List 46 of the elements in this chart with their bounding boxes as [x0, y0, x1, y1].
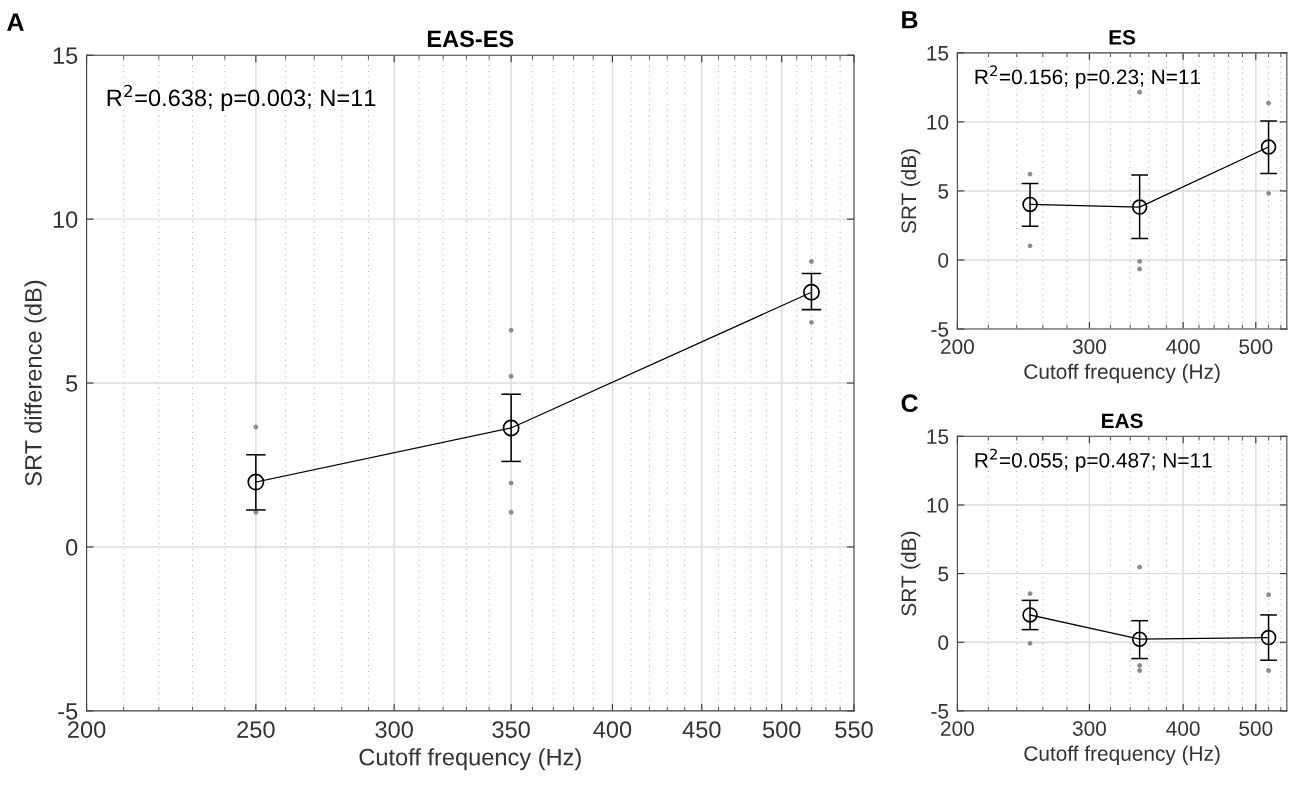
chart-title: EAS-ES — [427, 30, 514, 48]
chart-title: EAS — [1102, 413, 1143, 429]
x-tick-label: 300 — [1072, 339, 1106, 355]
x-tick-label: 400 — [1166, 339, 1200, 355]
x-tick-label: 450 — [682, 721, 721, 738]
x-tick-label: 400 — [593, 721, 632, 738]
y-axis-title: SRT difference (dB) — [24, 280, 47, 486]
y-tick-label: 5 — [938, 184, 949, 199]
y-axis-title: SRT (dB) — [900, 149, 921, 234]
x-tick-label: 200 — [941, 339, 974, 355]
text: B — [902, 11, 918, 29]
y-tick-label: 0 — [66, 539, 78, 556]
x-tick-label: 200 — [68, 721, 106, 738]
x-tick-label: 300 — [375, 721, 413, 738]
y-tick-label: 0 — [938, 252, 949, 268]
x-tick-label: 300 — [1072, 721, 1106, 736]
annotation: R$^{2}$=0.055; p=0.487; N=11 — [975, 448, 1212, 472]
x-axis-title: Cutoff frequency (Hz) — [359, 748, 581, 771]
x-tick-label: 200 — [941, 721, 974, 736]
y-tick-label: 15 — [53, 47, 78, 65]
x-tick-label: 350 — [492, 721, 530, 738]
text: C — [901, 394, 918, 413]
y-tick-label: -5 — [931, 322, 949, 337]
x-tick-label: 500 — [1239, 721, 1273, 736]
x-axis-title: Cutoff frequency (Hz) — [1024, 363, 1220, 384]
y-tick-label: 10 — [927, 497, 949, 513]
y-tick-label: 5 — [66, 375, 78, 392]
y-tick-label: 10 — [53, 211, 78, 228]
y-tick-label: -5 — [58, 703, 78, 720]
text: A — [7, 13, 24, 31]
chart-title: ES — [1109, 29, 1136, 45]
y-axis-title: SRT (dB) — [900, 531, 921, 616]
y-tick-label: 10 — [927, 114, 949, 130]
x-axis-title: Cutoff frequency (Hz) — [1024, 745, 1220, 766]
y-tick-label: 5 — [938, 566, 949, 582]
y-tick-label: 15 — [927, 46, 949, 61]
annotation: R$^{2}$=0.638; p=0.003; N=11 — [107, 84, 376, 111]
y-tick-label: 0 — [938, 635, 949, 650]
annotation: R$^{2}$=0.156; p=0.23; N=11 — [975, 65, 1201, 89]
x-tick-label: 400 — [1166, 721, 1200, 736]
x-tick-label: 250 — [237, 721, 275, 738]
y-tick-label: -5 — [931, 704, 949, 719]
x-tick-label: 500 — [762, 721, 801, 738]
x-tick-label: 550 — [835, 721, 873, 738]
y-tick-label: 15 — [927, 429, 949, 445]
x-tick-label: 500 — [1239, 339, 1273, 355]
